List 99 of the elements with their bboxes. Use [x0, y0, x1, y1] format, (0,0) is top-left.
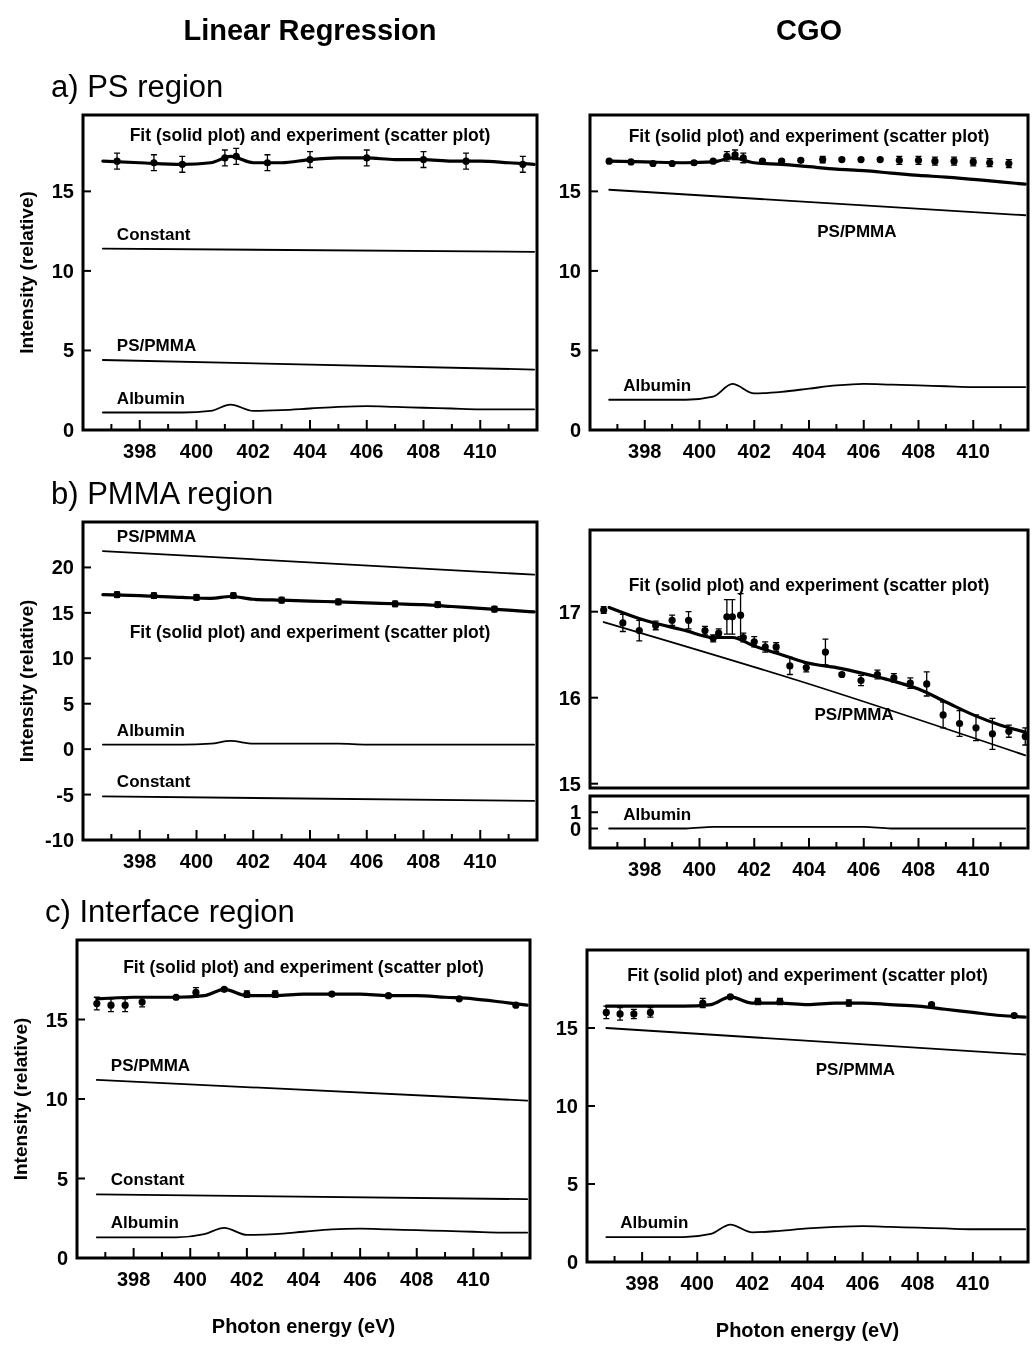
y-tick-label: 15: [558, 772, 581, 795]
x-tick-label: 400: [682, 858, 717, 880]
series-label: Albumin: [116, 720, 185, 740]
x-tick-label: 404: [792, 440, 827, 462]
series-label: PS/PMMA: [815, 1060, 896, 1080]
x-tick-label: 400: [179, 850, 214, 872]
x-tick-label: 402: [236, 440, 270, 462]
x-tick-label: 406: [350, 850, 384, 872]
x-tick-label: 398: [628, 440, 662, 462]
series-label: Albumin: [623, 375, 692, 395]
y-tick-label: 5: [56, 1167, 68, 1190]
x-tick-label: 410: [956, 1272, 990, 1294]
y-axis-title: Intensity (relative): [10, 1017, 31, 1181]
y-tick-label: -5: [56, 783, 74, 806]
y-axis-title: Intensity (relative): [16, 191, 37, 354]
y-tick-label: 15: [555, 1017, 578, 1039]
annotation: Fit (solid plot) and experiment (scatter plot): [129, 621, 491, 642]
x-axis-title: Photon energy (eV): [211, 1315, 396, 1337]
y-tick-label: -10: [45, 829, 74, 851]
series-label: PS/PMMA: [116, 336, 197, 355]
y-tick-label: 10: [45, 1088, 68, 1110]
annotation: Fit (solid plot) and experiment (scatter plot): [627, 964, 988, 985]
x-tick-label: 400: [680, 1272, 714, 1294]
x-tick-label: 408: [406, 440, 441, 462]
series-label: Constant: [110, 1170, 185, 1190]
y-tick-label: 5: [62, 692, 74, 715]
series-label: Albumin: [116, 388, 185, 408]
x-tick-label: 400: [179, 440, 214, 462]
series-label: Albumin: [620, 1213, 689, 1233]
y-tick-label: 15: [51, 601, 74, 624]
series-label: PS/PMMA: [116, 527, 197, 547]
series-label: PS/PMMA: [110, 1055, 191, 1075]
y-tick-label: 5: [569, 339, 581, 362]
y-tick-label: 10: [51, 647, 74, 670]
x-tick-label: 408: [901, 1272, 935, 1294]
y-tick-label: 5: [62, 339, 74, 362]
x-tick-label: 406: [847, 440, 881, 462]
y-tick-label: 0: [566, 1251, 578, 1273]
y-tick-label: 15: [45, 1008, 68, 1031]
x-tick-label: 402: [737, 440, 771, 462]
y-tick-label: 15: [51, 180, 74, 203]
x-tick-label: 404: [286, 1268, 322, 1290]
x-tick-label: 408: [901, 440, 936, 462]
annotation: Fit (solid plot) and experiment (scatter plot): [628, 125, 990, 146]
x-tick-label: 410: [463, 850, 497, 872]
x-tick-label: 408: [901, 858, 936, 880]
y-tick-label: 10: [558, 259, 581, 282]
series-label: Constant: [116, 772, 191, 792]
y-tick-label: 10: [51, 259, 74, 282]
chart-title: CGO: [775, 14, 843, 46]
x-tick-label: 406: [343, 1268, 377, 1290]
x-tick-label: 410: [463, 440, 497, 462]
annotation: Fit (solid plot) and experiment (scatter plot): [123, 957, 484, 978]
y-tick-label: 0: [569, 419, 581, 441]
chart-subtitle: b) PMMA region: [51, 476, 274, 511]
y-axis-title: Intensity (relative): [16, 599, 37, 763]
y-tick-label: 0: [62, 738, 74, 761]
x-tick-label: 410: [956, 440, 990, 462]
x-tick-label: 398: [625, 1272, 659, 1294]
x-tick-label: 398: [123, 850, 157, 872]
series-label: PS/PMMA: [817, 221, 897, 241]
series-label: Albumin: [110, 1213, 179, 1233]
y-tick-label: 0: [62, 419, 74, 441]
annotation: Fit (solid plot) and experiment (scatter plot): [628, 575, 990, 596]
series-label: Albumin: [623, 804, 692, 824]
x-tick-label: 398: [123, 440, 157, 462]
y-tick-label: 15: [558, 180, 581, 203]
y-tick-label: 20: [51, 556, 74, 579]
x-tick-label: 402: [737, 858, 771, 880]
annotation: Fit (solid plot) and experiment (scatter plot): [129, 125, 491, 145]
chart-title: Linear Regression: [183, 14, 437, 46]
x-tick-label: 404: [293, 850, 328, 872]
y-tick-label: 5: [566, 1173, 578, 1195]
chart-subtitle: a) PS region: [51, 69, 224, 104]
series-label: PS/PMMA: [814, 704, 894, 724]
x-tick-label: 406: [845, 1272, 880, 1294]
x-tick-label: 402: [735, 1272, 770, 1294]
x-tick-label: 404: [790, 1272, 826, 1294]
x-tick-label: 404: [792, 858, 827, 880]
y-tick-label: 17: [558, 600, 581, 623]
x-tick-label: 408: [406, 850, 441, 872]
x-tick-label: 410: [956, 858, 990, 880]
x-tick-label: 400: [173, 1268, 207, 1290]
series-label: Constant: [116, 224, 191, 244]
x-tick-label: 398: [116, 1268, 151, 1290]
y-tick-label: 16: [558, 686, 581, 709]
x-tick-label: 408: [400, 1268, 434, 1290]
x-tick-label: 398: [628, 858, 662, 880]
x-tick-label: 406: [847, 858, 881, 880]
x-tick-label: 402: [230, 1268, 264, 1290]
x-tick-label: 406: [350, 440, 384, 462]
y-tick-label: 10: [555, 1095, 578, 1117]
chart-subtitle: c) Interface region: [45, 894, 295, 929]
x-tick-label: 404: [293, 440, 328, 462]
x-tick-label: 402: [236, 850, 270, 872]
x-axis-title: Photon energy (eV): [715, 1319, 900, 1341]
x-tick-label: 400: [682, 440, 717, 462]
x-tick-label: 410: [456, 1268, 491, 1290]
y-tick-label: 0: [56, 1247, 68, 1269]
